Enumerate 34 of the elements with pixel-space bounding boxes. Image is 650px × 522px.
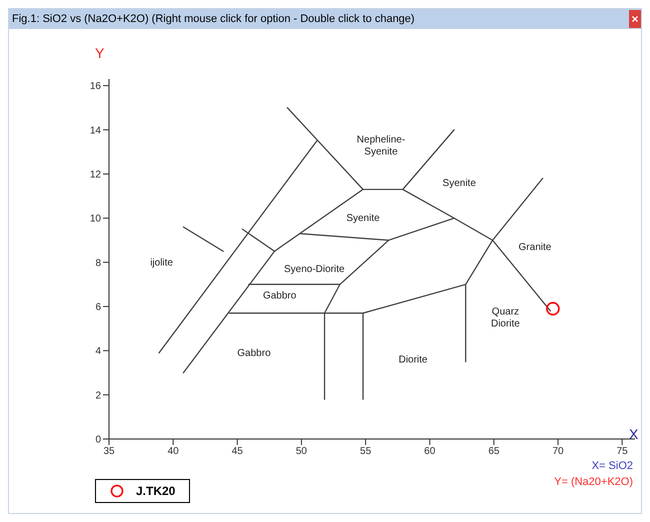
x-tick-label: 35 [103,446,115,458]
y-tick-label: 10 [90,214,102,225]
x-tick-label: 70 [552,446,564,458]
x-tick-label: 45 [232,446,244,458]
y-tick-label: 14 [90,125,102,136]
text: X= SiO2 [592,459,633,473]
annotation: Quarz Diorite [490,306,520,330]
legend-label: J.TK20 [135,484,176,498]
chart-title: Fig.1: SiO2 vs (Na2O+K2O) (Right mouse click for option - Double click to change) [9,9,641,29]
y-tick-label: 12 [90,170,102,181]
annotation: Syeno-Diorite [284,263,345,274]
y-tick-label: 4 [95,346,102,358]
annotation: Syenite [442,177,476,188]
annotation: Granite [518,241,552,252]
x-tick-label: 40 [168,446,180,458]
x-tick-label: 55 [360,446,372,458]
y-axis-title: Y [95,45,104,61]
annotation: Gabbro [262,290,297,301]
x-tick-label: 65 [488,446,500,458]
x-tick-label: 75 [616,446,628,458]
y-tick-label: 6 [95,302,102,314]
annotation: Syenite [346,212,380,224]
annotation: ijolite [150,256,174,268]
x-tick-label: 50 [296,446,308,458]
x-tick-label: 60 [424,446,436,458]
annotation: Nepheline-Syenite [356,134,406,157]
text: Y= (Na20+K2O) [554,475,633,489]
x-axis-title: X [629,426,638,442]
y-tick-label: 8 [95,258,102,269]
y-tick-label: 2 [95,390,102,402]
y-tick-label: 16 [90,81,102,92]
y-tick-label: 0 [95,434,102,446]
annotation: Diorite [398,354,428,365]
annotation: Gabbro [237,347,272,358]
